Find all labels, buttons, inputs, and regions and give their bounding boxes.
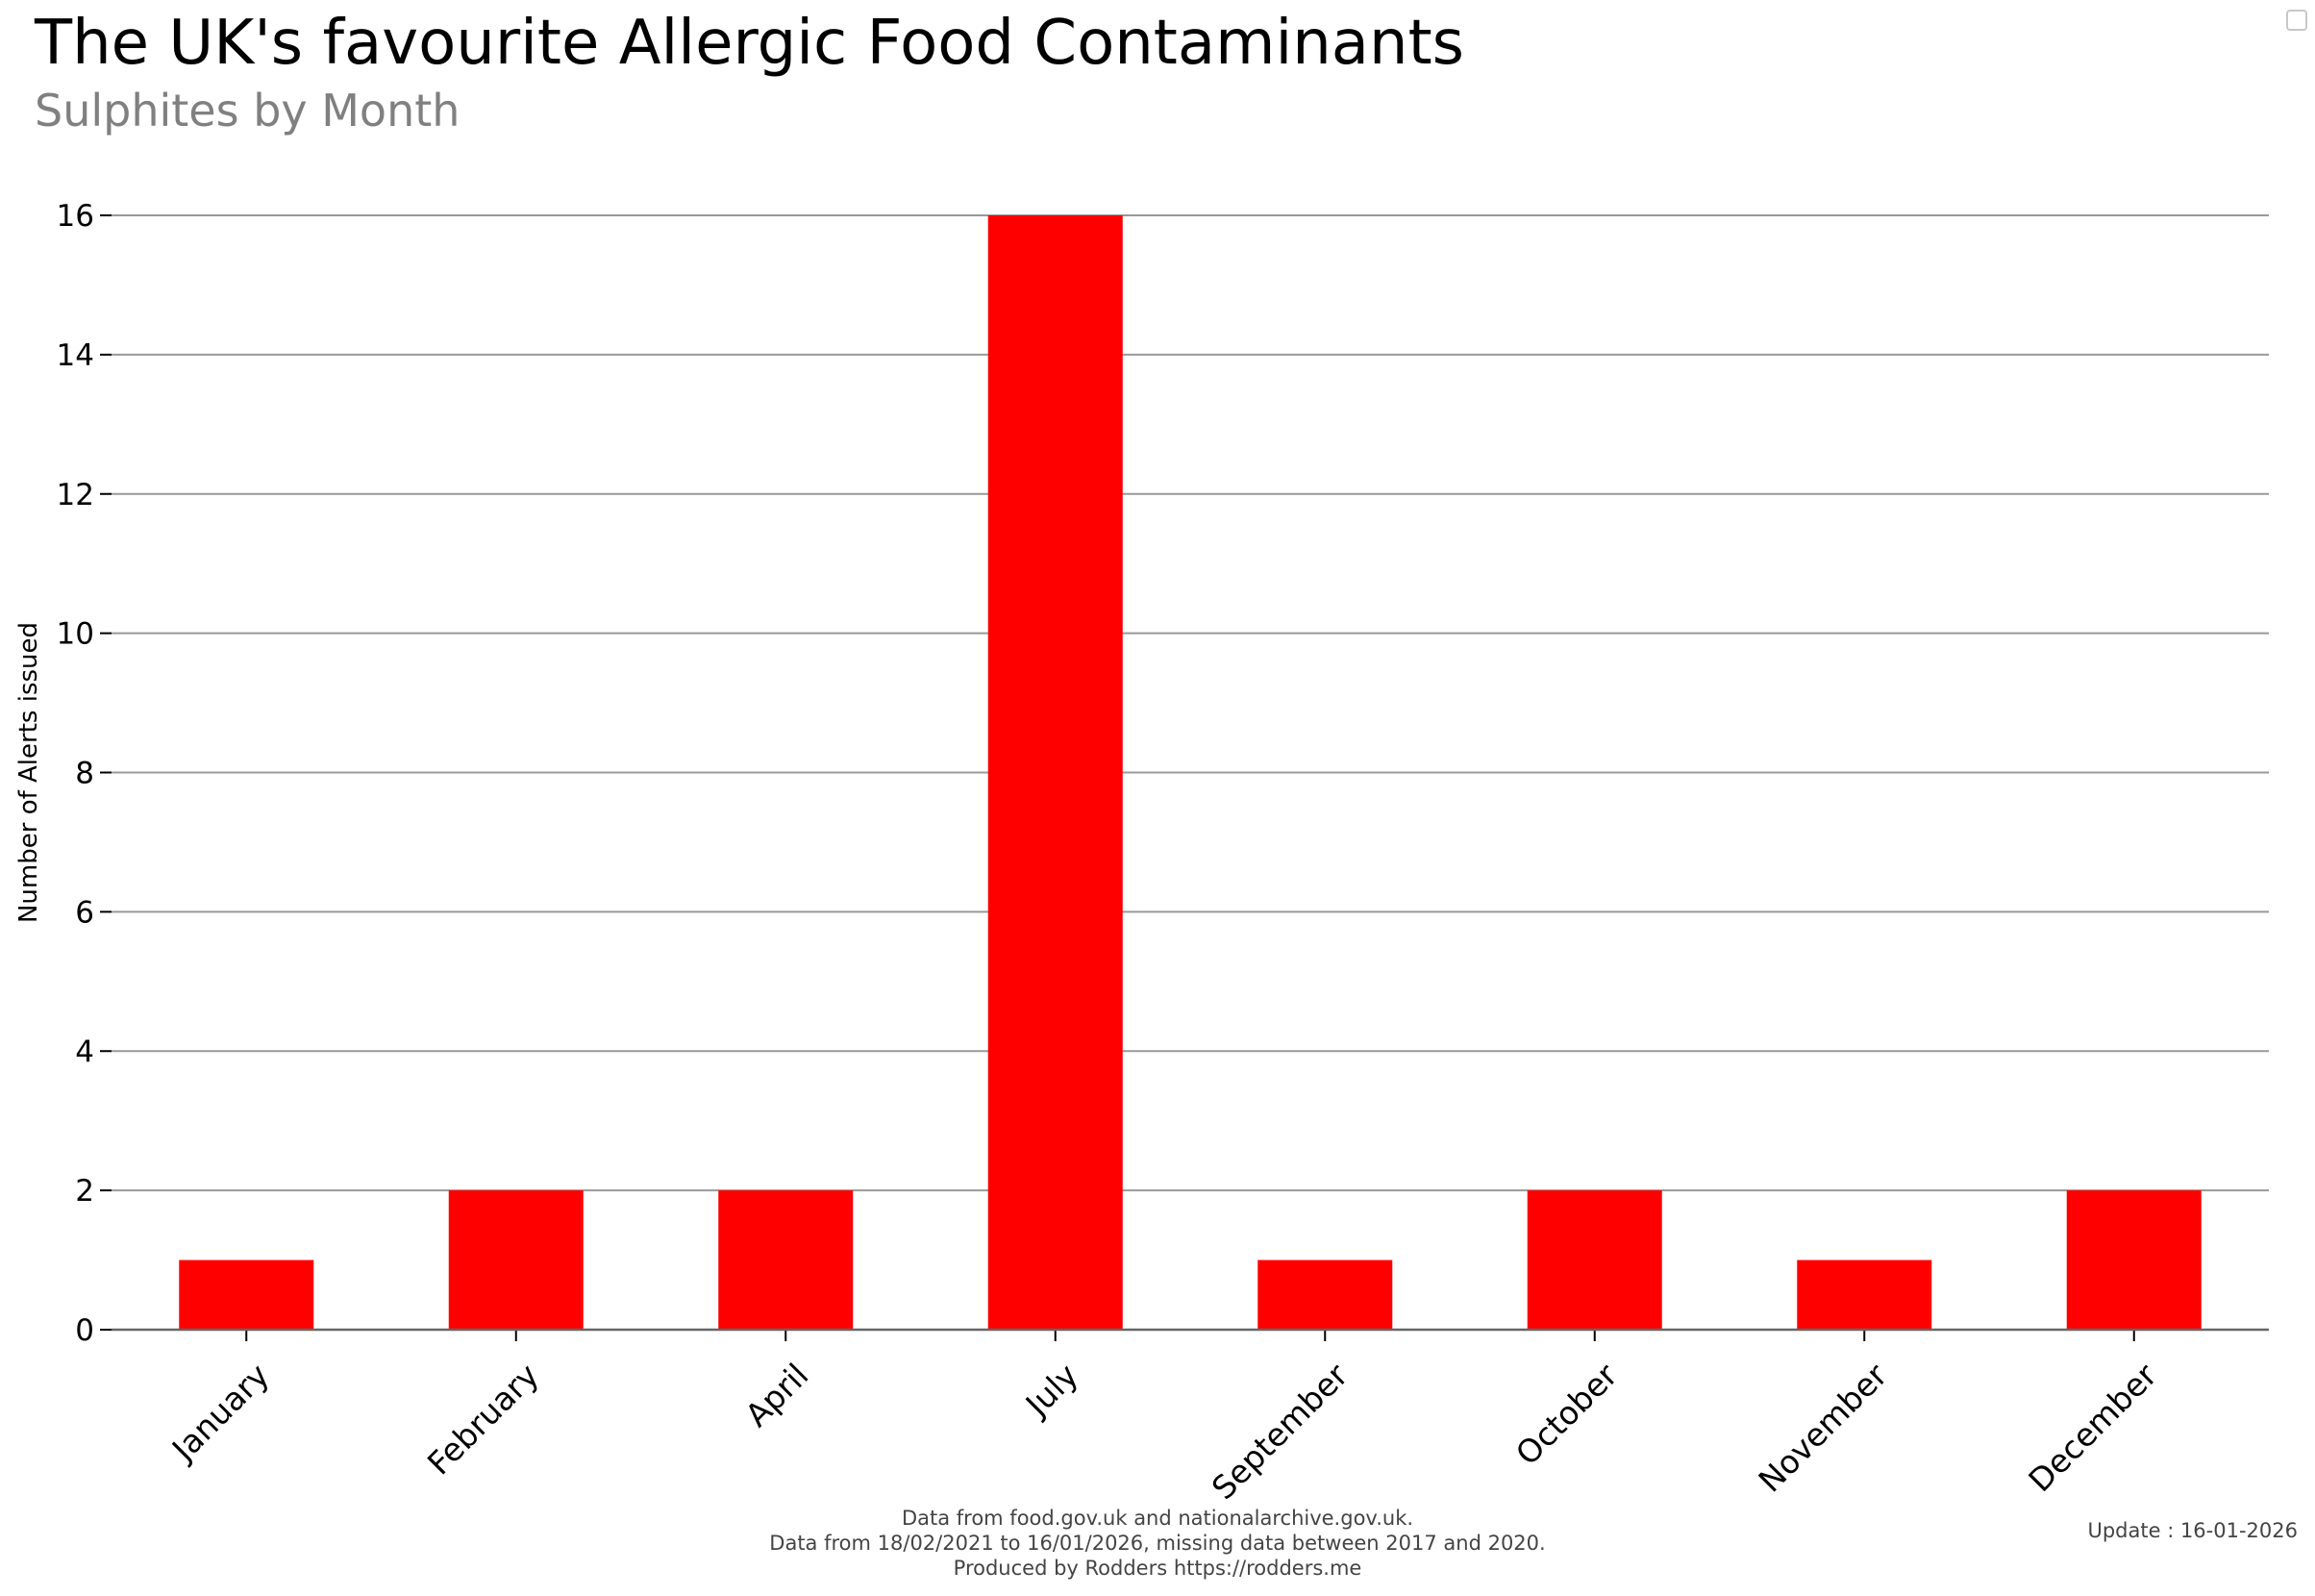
legend-toggle-checkbox[interactable] [2286,10,2307,31]
bar-october [1527,1190,1662,1330]
bar-april [718,1190,854,1330]
bar-december [2066,1190,2202,1330]
y-tick-label-2: 4 [75,1035,94,1069]
y-tick-label-6: 12 [57,478,94,512]
footer-notes: Data from food.gov.uk and nationalarchiv… [0,1506,2315,1581]
x-tick-label-april: April [738,1357,816,1434]
y-tick-label-7: 14 [57,338,94,373]
update-date: Update : 16-01-2026 [2087,1519,2298,1542]
y-axis-label: Number of Alerts issued [14,622,43,923]
bar-february [448,1190,584,1330]
bar-september [1257,1259,1393,1330]
bar-november [1797,1259,1932,1330]
y-tick-label-0: 0 [75,1313,94,1348]
x-tick-label-january: January [163,1357,276,1469]
footer-author-line: Produced by Rodders https://rodders.me [953,1557,1362,1580]
bar-july [987,215,1123,1330]
bar-january [179,1259,314,1330]
x-tick-label-december: December [2021,1356,2164,1499]
x-tick-label-september: September [1205,1356,1356,1507]
x-tick-label-october: October [1508,1356,1625,1472]
x-tick-label-july: July [1017,1357,1085,1425]
y-tick-label-1: 2 [75,1174,94,1209]
footer-range-line: Data from 18/02/2021 to 16/01/2026, miss… [769,1532,1546,1555]
chart-title: The UK's favourite Allergic Food Contami… [35,8,1464,79]
y-tick-label-5: 10 [57,617,94,652]
y-tick-label-3: 6 [75,895,94,930]
y-tick-label-4: 8 [75,757,94,791]
chart-subtitle: Sulphites by Month [35,85,461,137]
x-tick-label-november: November [1751,1356,1894,1499]
y-tick-label-8: 16 [57,199,94,234]
x-tick-label-february: February [420,1357,546,1483]
footer-source-line: Data from food.gov.uk and nationalarchiv… [901,1507,1414,1530]
